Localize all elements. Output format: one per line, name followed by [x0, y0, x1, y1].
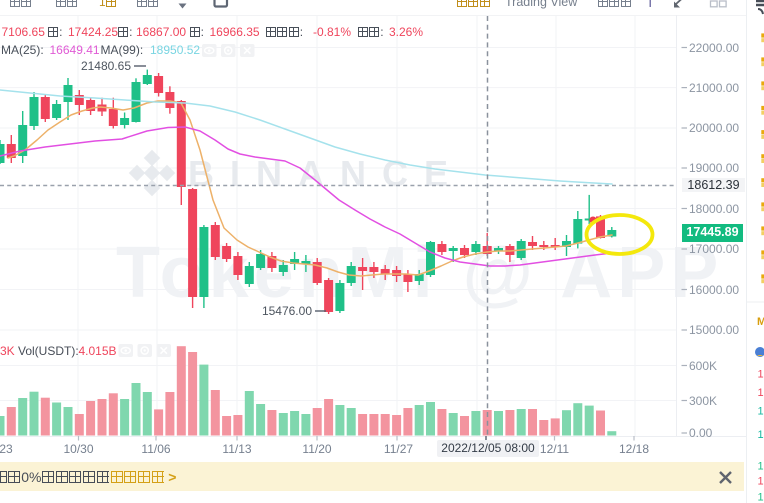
svg-text:21480.65: 21480.65 [81, 59, 131, 73]
svg-text:17: 17 [758, 476, 764, 488]
svg-text:17: 17 [758, 492, 764, 503]
svg-text:17: 17 [758, 387, 764, 399]
svg-text:17: 17 [758, 406, 764, 418]
svg-text:M: M [757, 316, 764, 328]
svg-text:BINANCE: BINANCE [188, 153, 464, 194]
svg-text:17: 17 [758, 369, 764, 381]
svg-text:15476.00: 15476.00 [262, 304, 312, 318]
svg-text:17: 17 [758, 461, 764, 473]
svg-text:17: 17 [758, 429, 764, 441]
